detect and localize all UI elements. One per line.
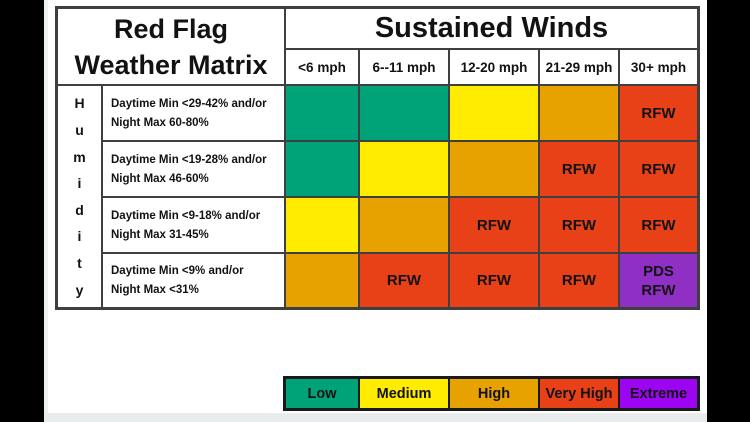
humidity-letter: m (73, 148, 86, 165)
slide-canvas: Red Flag Weather Matrix Sustained Winds … (44, 0, 707, 422)
humidity-row-criteria-4: Daytime Min <9% and/or Night Max <31% (102, 253, 285, 308)
humidity-row-criteria-3: Daytime Min <9-18% and/or Night Max 31-4… (102, 197, 285, 253)
sustained-winds-header: Sustained Winds (285, 8, 698, 49)
humidity-letter: H (74, 95, 85, 112)
criteria-line: Night Max 46-60% (111, 172, 209, 185)
humidity-row-criteria-2: Daytime Min <19-28% and/or Night Max 46-… (102, 141, 285, 197)
matrix-cell (449, 141, 539, 197)
severity-legend: Low Medium High Very High Extreme (283, 376, 700, 411)
humidity-letter: d (75, 201, 84, 218)
matrix-cell (449, 85, 539, 141)
legend-item-very-high: Very High (539, 378, 619, 409)
matrix-cell: RFW (619, 197, 698, 253)
matrix-cell (285, 197, 359, 253)
wind-col-header-3: 12-20 mph (449, 49, 539, 85)
legend-item-medium: Medium (359, 378, 449, 409)
wind-col-header-5: 30+ mph (619, 49, 698, 85)
humidity-letter: t (77, 255, 82, 272)
criteria-line: Night Max 31-45% (111, 228, 209, 241)
red-flag-weather-matrix-table: Red Flag Weather Matrix Sustained Winds … (55, 6, 700, 310)
table-title: Red Flag Weather Matrix (57, 8, 285, 85)
humidity-letter: u (75, 121, 84, 138)
matrix-cell-pds-rfw: PDS RFW (619, 253, 698, 308)
matrix-cell (359, 85, 449, 141)
humidity-letter: i (77, 228, 82, 245)
matrix-cell: RFW (449, 197, 539, 253)
criteria-line: Daytime Min <29-42% and/or (111, 97, 267, 110)
criteria-line: Daytime Min <9-18% and/or (111, 209, 261, 222)
wind-col-header-1: <6 mph (285, 49, 359, 85)
matrix-cell: RFW (539, 141, 619, 197)
wind-col-header-2: 6--11 mph (359, 49, 449, 85)
matrix-cell: RFW (619, 85, 698, 141)
matrix-cell: RFW (449, 253, 539, 308)
humidity-letter: y (75, 281, 84, 298)
humidity-letter: i (77, 175, 82, 192)
matrix-cell: RFW (539, 253, 619, 308)
matrix-cell (539, 85, 619, 141)
table-title-line1: Red Flag (113, 13, 228, 44)
criteria-line: Night Max 60-80% (111, 116, 209, 129)
legend-item-extreme: Extreme (619, 378, 698, 409)
matrix-cell (285, 141, 359, 197)
legend-item-low: Low (285, 378, 359, 409)
matrix-cell (285, 253, 359, 308)
left-edge-strip (44, 0, 48, 422)
humidity-axis-label: H u m i d i t y (57, 85, 102, 308)
matrix-cell (285, 85, 359, 141)
matrix-cell: RFW (539, 197, 619, 253)
criteria-line: Night Max <31% (111, 284, 199, 296)
matrix-cell (359, 141, 449, 197)
matrix-cell (359, 197, 449, 253)
wind-col-header-4: 21-29 mph (539, 49, 619, 85)
bottom-edge-strip (44, 413, 707, 422)
table-title-line2: Weather Matrix (74, 49, 268, 80)
matrix-cell: RFW (359, 253, 449, 308)
criteria-line: Daytime Min <19-28% and/or (111, 153, 267, 166)
criteria-line: Daytime Min <9% and/or (111, 265, 244, 277)
legend-item-high: High (449, 378, 539, 409)
humidity-row-criteria-1: Daytime Min <29-42% and/or Night Max 60-… (102, 85, 285, 141)
matrix-cell: RFW (619, 141, 698, 197)
